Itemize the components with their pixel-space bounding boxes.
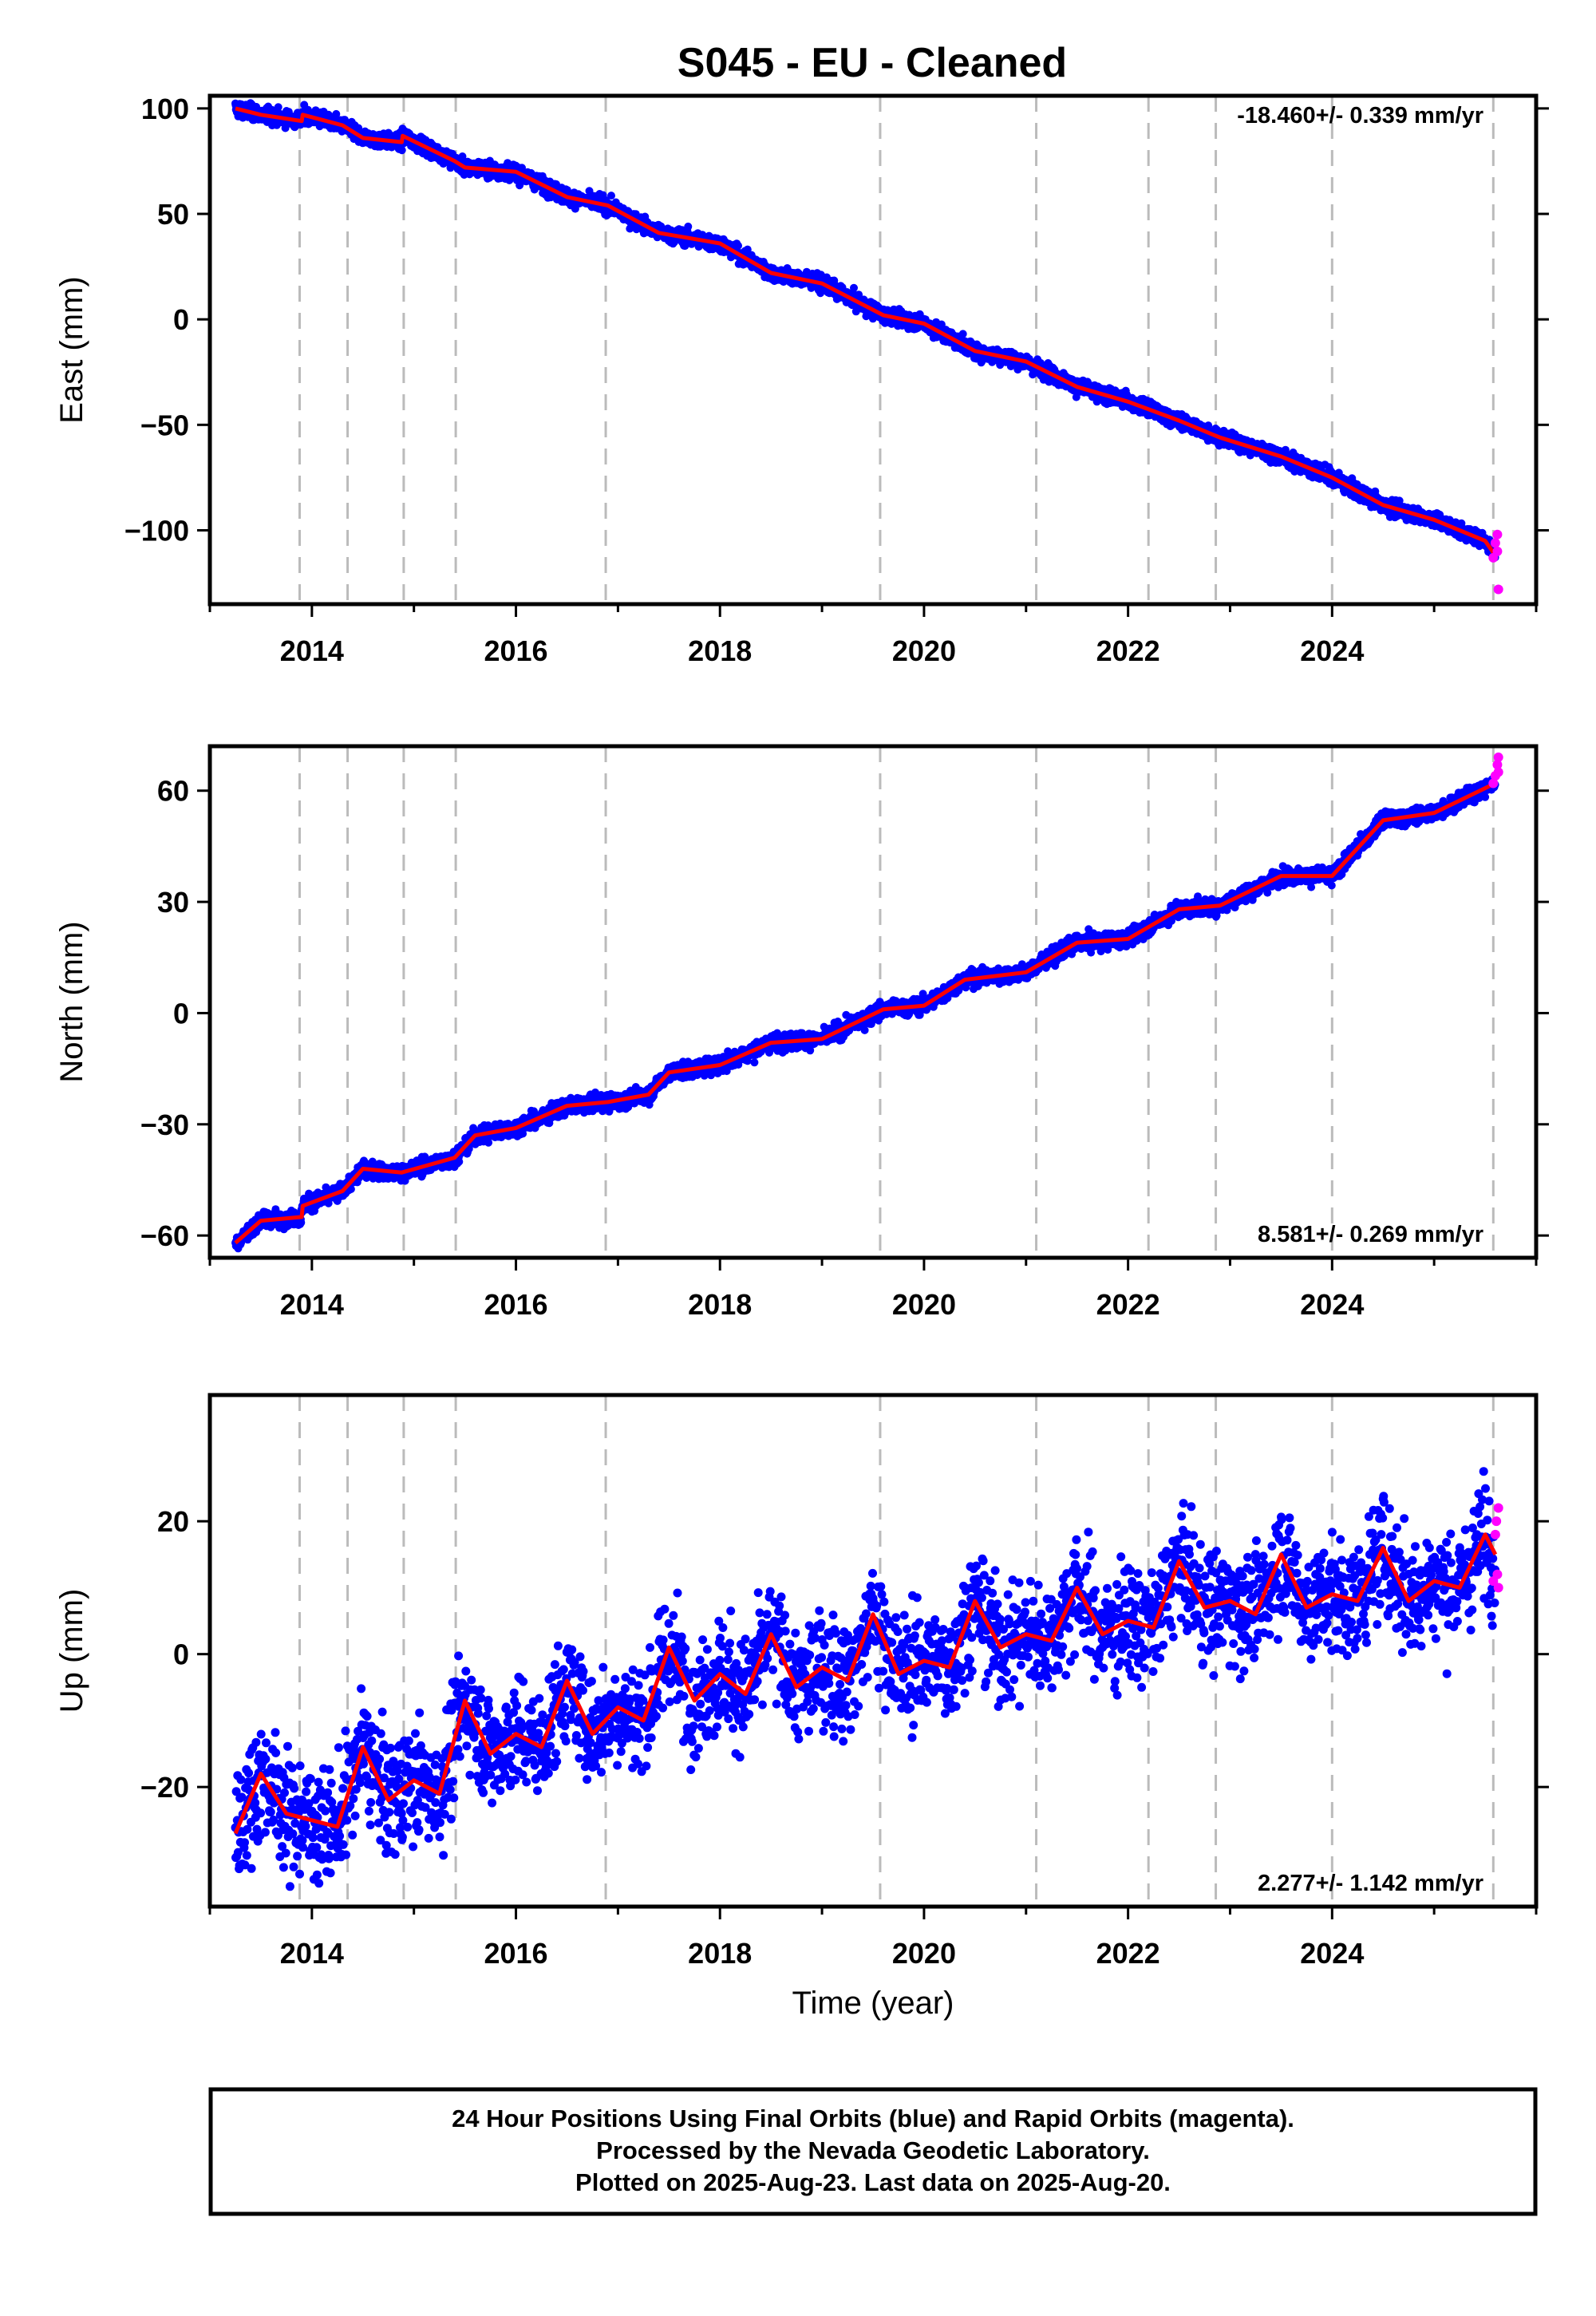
- plot-area: [231, 99, 1503, 595]
- final-orbit-points: [231, 775, 1499, 1253]
- rapid-point: [1492, 529, 1503, 539]
- plot-area: [231, 752, 1503, 1253]
- data-point: [734, 241, 742, 250]
- event-lines: [298, 96, 1495, 604]
- data-point: [274, 103, 282, 112]
- data-point: [850, 283, 858, 292]
- x-tick-label: 2016: [484, 634, 547, 667]
- model-fit-line: [235, 106, 1497, 557]
- data-point: [458, 152, 467, 160]
- y-tick-label: −100: [124, 514, 189, 547]
- rapid-point: [1492, 546, 1503, 556]
- data-point: [332, 109, 341, 118]
- panel-east: 100 50 0 −50 −100 2014 2016 2018 2020 2022 2024 Eas…: [54, 93, 1549, 667]
- y-tick-label: 0: [173, 303, 189, 336]
- x-tick-label: 2024: [1300, 634, 1364, 667]
- rapid-point: [1490, 538, 1500, 548]
- panels: 100 50 0 −50 −100 2014 2016 2018 2020 2022 2024 Eas…: [54, 93, 1549, 2021]
- y-tick-label: 50: [157, 198, 189, 231]
- velocity-rate-label: -18.460+/- 0.339 mm/yr: [1237, 103, 1483, 128]
- x-tick-label: 2020: [892, 634, 956, 667]
- x-tick-label: 2022: [1096, 634, 1160, 667]
- panel-frame: [207, 93, 1539, 607]
- data-point: [607, 192, 615, 200]
- y-axis: 100 50 0 −50 −100: [124, 93, 1549, 547]
- data-point: [397, 146, 406, 155]
- data-point: [297, 1218, 306, 1227]
- x-tick-label: 2018: [688, 634, 752, 667]
- y-tick-label: −50: [140, 409, 189, 441]
- x-axis: 2014 2016 2018 2020 2022 2024: [208, 604, 1538, 667]
- rapid-point: [1493, 584, 1503, 595]
- figure-title: S045 - EU - Cleaned: [678, 40, 1067, 86]
- data-point: [684, 222, 693, 231]
- data-point: [958, 330, 967, 338]
- rapid-orbit-points: [1488, 529, 1503, 595]
- x-tick-label: 2014: [280, 634, 344, 667]
- y-tick-label: 100: [141, 93, 189, 125]
- y-axis-label: East (mm): [54, 276, 89, 423]
- final-orbit-points: [231, 99, 1499, 562]
